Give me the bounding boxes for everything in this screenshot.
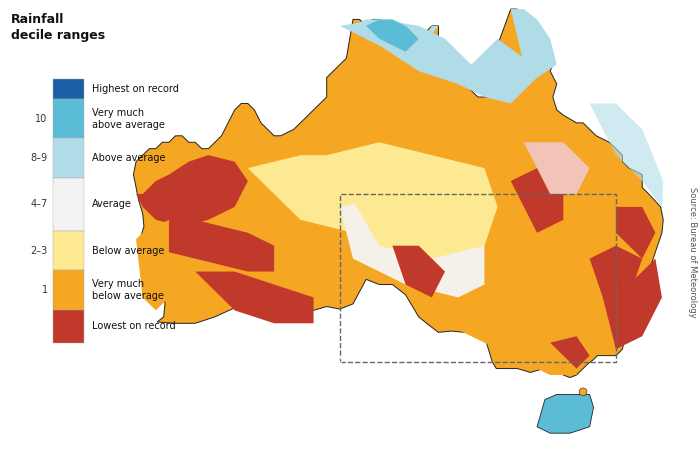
Polygon shape xyxy=(511,9,556,77)
Bar xyxy=(53,310,84,343)
Polygon shape xyxy=(143,220,274,272)
Polygon shape xyxy=(484,129,616,233)
Polygon shape xyxy=(589,104,663,207)
Polygon shape xyxy=(353,19,438,52)
Text: Rainfall during April to October has
been very low over parts of southern
Austra: Rainfall during April to October has bee… xyxy=(134,355,353,404)
Text: 4–7: 4–7 xyxy=(30,199,48,209)
Circle shape xyxy=(579,388,587,396)
Polygon shape xyxy=(589,245,642,297)
Polygon shape xyxy=(248,155,405,233)
Polygon shape xyxy=(195,272,314,323)
Polygon shape xyxy=(136,220,169,311)
Polygon shape xyxy=(393,245,445,297)
Bar xyxy=(53,231,84,270)
Polygon shape xyxy=(498,233,629,349)
Text: Rainfall
decile ranges: Rainfall decile ranges xyxy=(11,13,105,42)
Polygon shape xyxy=(616,207,655,259)
Polygon shape xyxy=(366,19,419,52)
Text: Lowest on record: Lowest on record xyxy=(92,322,176,332)
Text: 2–3: 2–3 xyxy=(30,245,48,256)
Polygon shape xyxy=(603,259,662,349)
Bar xyxy=(53,138,84,178)
Text: Highest on record: Highest on record xyxy=(92,84,179,94)
Bar xyxy=(53,79,84,99)
Text: Above average: Above average xyxy=(92,153,166,164)
Text: Below average: Below average xyxy=(92,245,164,256)
Polygon shape xyxy=(340,19,550,104)
Polygon shape xyxy=(340,194,484,297)
Polygon shape xyxy=(511,168,564,233)
Text: 10: 10 xyxy=(35,114,48,124)
Bar xyxy=(53,99,84,138)
Text: Very much
below average: Very much below average xyxy=(92,279,164,301)
Polygon shape xyxy=(550,336,589,369)
Polygon shape xyxy=(136,155,248,226)
Polygon shape xyxy=(524,142,589,194)
Text: Average: Average xyxy=(92,199,132,209)
Text: 1: 1 xyxy=(41,285,48,295)
Polygon shape xyxy=(537,394,594,433)
Text: Source: Bureau of Meteorology: Source: Bureau of Meteorology xyxy=(687,186,696,317)
Bar xyxy=(53,178,84,231)
Text: 8–9: 8–9 xyxy=(31,153,48,164)
Polygon shape xyxy=(432,311,577,375)
Polygon shape xyxy=(327,142,498,259)
Bar xyxy=(53,270,84,310)
Polygon shape xyxy=(134,9,663,377)
Text: Very much
above average: Very much above average xyxy=(92,108,165,130)
Bar xyxy=(340,194,616,362)
